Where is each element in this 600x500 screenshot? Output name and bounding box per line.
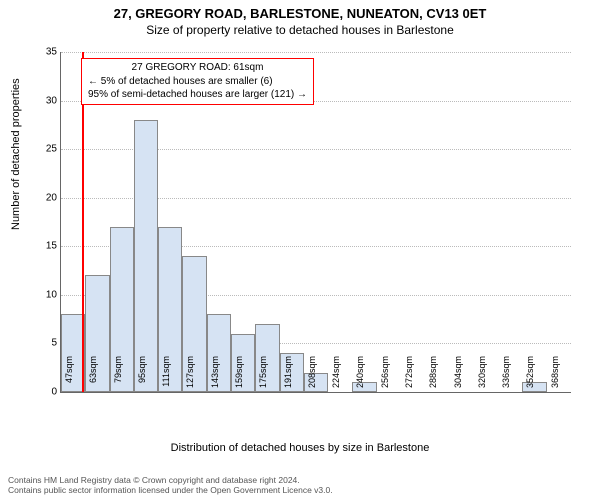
annotation-line3: 95% of semi-detached houses are larger (… [88, 88, 307, 102]
x-tick-label: 224sqm [331, 356, 341, 396]
chart-container: 27, GREGORY ROAD, BARLESTONE, NUNEATON, … [0, 0, 600, 500]
plot-region: 05101520253035 27 GREGORY ROAD: 61sqm ← … [60, 52, 571, 393]
x-tick-label: 256sqm [380, 356, 390, 396]
x-tick-label: 95sqm [137, 356, 147, 396]
x-tick-label: 208sqm [307, 356, 317, 396]
x-tick-label: 288sqm [428, 356, 438, 396]
footer-line1: Contains HM Land Registry data © Crown c… [8, 475, 333, 486]
histogram-bar [134, 120, 158, 392]
x-tick-label: 127sqm [185, 356, 195, 396]
x-tick-label: 159sqm [234, 356, 244, 396]
y-tick-label: 5 [27, 338, 57, 349]
y-tick-label: 20 [27, 192, 57, 203]
y-tick-label: 35 [27, 47, 57, 58]
annotation-line2: ← 5% of detached houses are smaller (6) [88, 75, 307, 89]
x-tick-label: 143sqm [210, 356, 220, 396]
x-tick-label: 336sqm [501, 356, 511, 396]
title-sub: Size of property relative to detached ho… [0, 21, 600, 37]
footer-attribution: Contains HM Land Registry data © Crown c… [8, 475, 333, 496]
annotation-line1: 27 GREGORY ROAD: 61sqm [88, 61, 307, 75]
x-tick-label: 79sqm [113, 356, 123, 396]
x-axis-label: Distribution of detached houses by size … [0, 442, 600, 454]
x-tick-label: 304sqm [453, 356, 463, 396]
y-axis-label: Number of detached properties [10, 78, 22, 230]
x-tick-label: 191sqm [283, 356, 293, 396]
y-tick-label: 25 [27, 144, 57, 155]
y-tick-label: 0 [27, 387, 57, 398]
y-tick-label: 10 [27, 289, 57, 300]
chart-area: 05101520253035 27 GREGORY ROAD: 61sqm ← … [60, 52, 570, 422]
x-tick-label: 111sqm [161, 356, 171, 396]
footer-line2: Contains public sector information licen… [8, 485, 333, 496]
x-tick-label: 272sqm [404, 356, 414, 396]
y-tick-label: 15 [27, 241, 57, 252]
y-tick-label: 30 [27, 95, 57, 106]
x-tick-label: 368sqm [550, 356, 560, 396]
x-tick-label: 175sqm [258, 356, 268, 396]
x-tick-label: 63sqm [88, 356, 98, 396]
x-tick-label: 240sqm [355, 356, 365, 396]
x-tick-label: 320sqm [477, 356, 487, 396]
title-main: 27, GREGORY ROAD, BARLESTONE, NUNEATON, … [0, 0, 600, 21]
annotation-box: 27 GREGORY ROAD: 61sqm ← 5% of detached … [81, 58, 314, 105]
x-tick-label: 352sqm [525, 356, 535, 396]
x-tick-label: 47sqm [64, 356, 74, 396]
